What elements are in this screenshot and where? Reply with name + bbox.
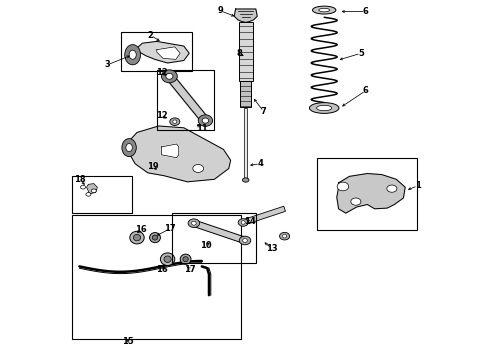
Text: 3: 3: [104, 60, 110, 69]
Polygon shape: [128, 126, 231, 182]
Ellipse shape: [387, 185, 397, 192]
Text: 12: 12: [156, 112, 168, 120]
Ellipse shape: [125, 45, 141, 65]
Ellipse shape: [241, 221, 245, 224]
Ellipse shape: [193, 165, 204, 172]
Ellipse shape: [317, 105, 332, 111]
Ellipse shape: [238, 219, 248, 226]
Bar: [72, 215, 242, 339]
Ellipse shape: [122, 139, 136, 157]
Ellipse shape: [202, 118, 209, 123]
Ellipse shape: [129, 50, 136, 59]
Ellipse shape: [86, 193, 91, 196]
Text: 5: 5: [358, 49, 364, 58]
Text: 8: 8: [236, 49, 242, 58]
Text: 15: 15: [122, 337, 134, 346]
Polygon shape: [234, 9, 257, 22]
Bar: [240, 81, 251, 107]
Text: 17: 17: [164, 224, 176, 233]
Ellipse shape: [183, 257, 188, 262]
Bar: [172, 213, 256, 263]
Polygon shape: [337, 174, 405, 213]
Ellipse shape: [239, 236, 251, 245]
Ellipse shape: [152, 235, 158, 240]
Ellipse shape: [243, 178, 249, 182]
Text: 11: 11: [196, 124, 208, 133]
Ellipse shape: [351, 198, 361, 205]
Ellipse shape: [283, 234, 287, 238]
Polygon shape: [87, 184, 98, 194]
FancyArrow shape: [243, 206, 286, 225]
Ellipse shape: [91, 189, 97, 193]
Text: 7: 7: [261, 107, 267, 116]
Ellipse shape: [192, 221, 196, 225]
Bar: [157, 70, 215, 130]
Ellipse shape: [164, 256, 171, 262]
Ellipse shape: [313, 6, 336, 14]
Bar: [239, 22, 253, 81]
Ellipse shape: [198, 115, 213, 126]
Ellipse shape: [162, 70, 177, 83]
Text: 6: 6: [363, 7, 368, 16]
Text: 9: 9: [218, 6, 223, 15]
Text: 18: 18: [74, 175, 86, 184]
Text: 14: 14: [244, 217, 256, 226]
Text: 17: 17: [184, 265, 196, 274]
FancyArrow shape: [166, 74, 208, 123]
Polygon shape: [162, 144, 179, 158]
Text: 2: 2: [148, 31, 154, 40]
Ellipse shape: [319, 8, 330, 12]
Text: 19: 19: [147, 162, 159, 171]
Ellipse shape: [337, 182, 349, 191]
Text: 6: 6: [363, 86, 368, 95]
Text: 1: 1: [415, 181, 421, 190]
FancyArrow shape: [193, 220, 246, 244]
Ellipse shape: [166, 73, 173, 79]
Ellipse shape: [188, 219, 199, 228]
Ellipse shape: [170, 118, 180, 126]
Ellipse shape: [173, 120, 177, 123]
Ellipse shape: [130, 231, 144, 244]
Ellipse shape: [149, 233, 160, 243]
Ellipse shape: [310, 103, 339, 113]
Polygon shape: [157, 47, 180, 59]
Bar: [317, 158, 417, 230]
Bar: [72, 176, 132, 213]
Ellipse shape: [180, 254, 191, 264]
Ellipse shape: [160, 253, 175, 265]
Polygon shape: [135, 41, 189, 63]
Text: 13: 13: [266, 244, 277, 253]
Ellipse shape: [280, 233, 290, 240]
Text: 10: 10: [200, 242, 212, 251]
Ellipse shape: [80, 185, 86, 189]
Text: 12: 12: [156, 68, 168, 77]
Ellipse shape: [133, 234, 141, 241]
Ellipse shape: [243, 238, 247, 243]
Bar: [121, 32, 192, 71]
Text: 16: 16: [156, 265, 168, 274]
Bar: [245, 108, 247, 180]
Ellipse shape: [126, 144, 132, 152]
Text: 4: 4: [257, 159, 263, 168]
Text: 16: 16: [135, 225, 147, 234]
